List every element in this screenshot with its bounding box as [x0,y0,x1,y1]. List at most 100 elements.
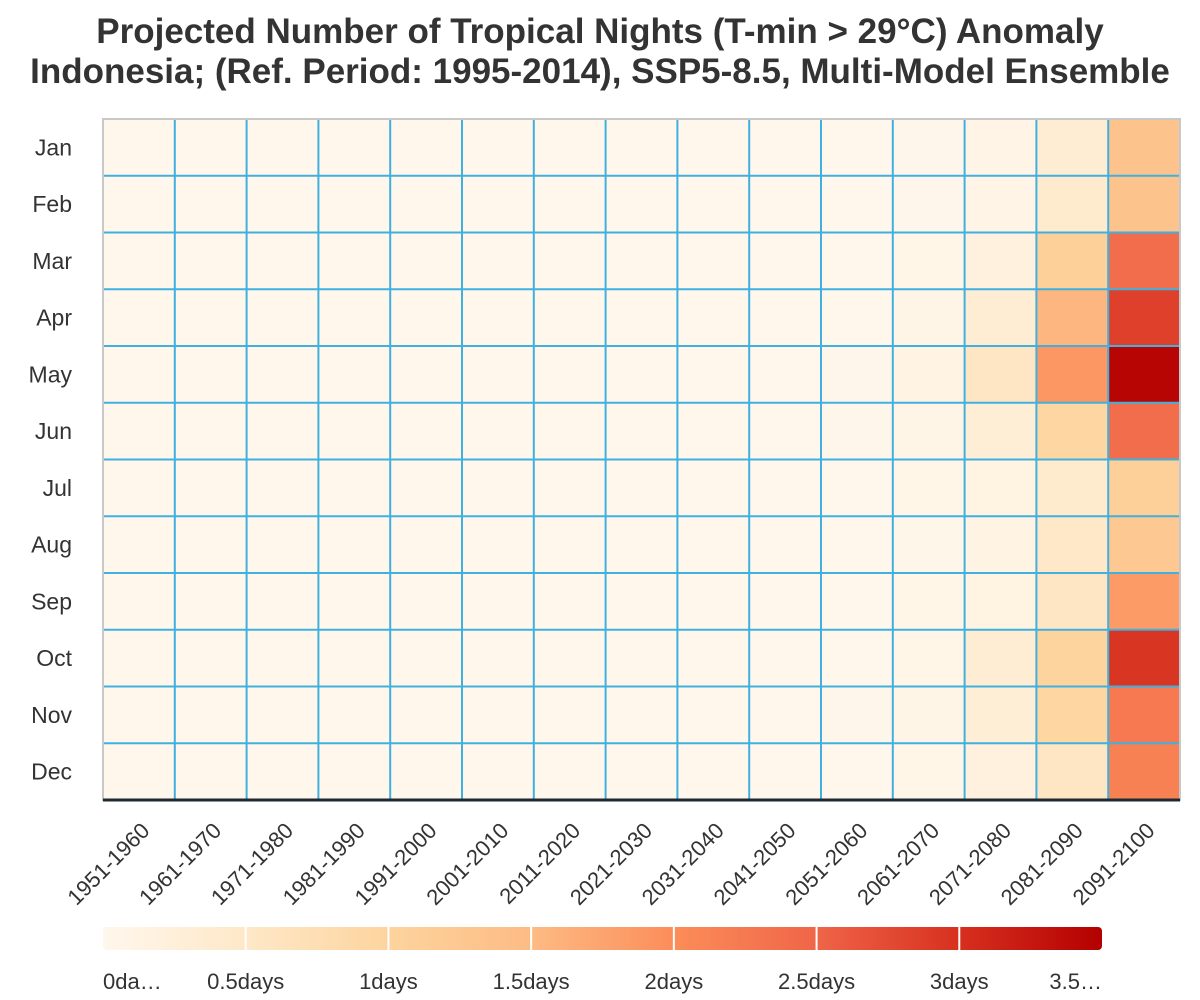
heatmap-cell [892,743,966,801]
heatmap-cell [964,629,1037,687]
heatmap-cell [533,232,607,290]
colorbar-tick-label: 0.5days [207,969,284,994]
heatmap-cell [318,573,391,631]
heatmap-cell [318,743,391,801]
heatmap-cell [892,289,966,347]
heatmap-cell [1036,743,1109,801]
heatmap-cell [174,402,248,460]
heatmap-cell [677,346,750,404]
heatmap-cell [821,743,894,801]
heatmap-cell [749,175,822,233]
heatmap-cell [533,629,607,687]
heatmap-cell [533,175,607,233]
heatmap-cell [892,232,966,290]
heatmap-cell [892,573,966,631]
y-tick-label: Oct [36,645,72,671]
heatmap-cell [605,346,678,404]
y-tick-label: Dec [31,759,72,785]
heatmap-cell [246,175,319,233]
heatmap-cell [318,232,391,290]
heatmap-cell [462,175,535,233]
colorbar-gradient [103,927,1102,950]
heatmap-cell [677,119,750,177]
heatmap-cell [1108,289,1181,347]
heatmap-cell [821,289,894,347]
heatmap-cell [246,516,319,574]
heatmap-cell [533,289,607,347]
heatmap-cell [821,175,894,233]
heatmap-cell [390,516,463,574]
heatmap-cell [103,573,176,631]
heatmap-cell [246,289,319,347]
heatmap-grid [102,118,1181,802]
heatmap-cell [462,459,535,517]
heatmap-cell [390,743,463,801]
heatmap-cell [533,573,607,631]
heatmap-cell [390,402,463,460]
heatmap-cell [677,175,750,233]
heatmap-cell [964,516,1037,574]
heatmap-cell [390,232,463,290]
heatmap-cell [964,175,1037,233]
heatmap-cell [533,346,607,404]
heatmap-cell [103,119,176,177]
heatmap-cell [462,119,535,177]
heatmap-cell [749,573,822,631]
heatmap-cell [964,459,1037,517]
heatmap-cell [1108,402,1181,460]
heatmap-cell [174,175,248,233]
heatmap-cell [749,232,822,290]
heatmap-cell [390,573,463,631]
heatmap-cells [103,119,1181,801]
heatmap-cell [1108,119,1181,177]
heatmap-cell [462,573,535,631]
heatmap-cell [533,402,607,460]
heatmap-cell [605,516,678,574]
heatmap-cell [246,119,319,177]
heatmap-cell [1108,346,1181,404]
heatmap-cell [1036,629,1109,687]
heatmap-cell [1036,573,1109,631]
heatmap-cell [964,346,1037,404]
heatmap-cell [1108,629,1181,687]
heatmap-cell [605,459,678,517]
heatmap-cell [605,402,678,460]
heatmap-cell [246,346,319,404]
heatmap-cell [677,573,750,631]
heatmap-cell [677,459,750,517]
heatmap-cell [821,119,894,177]
heatmap-cell [390,686,463,744]
heatmap-cell [174,743,248,801]
heatmap-cell [318,402,391,460]
heatmap-cell [390,175,463,233]
heatmap-cell [1108,459,1181,517]
colorbar: 0da… 0.5days 1days 1.5days 2days 2.5days 3days… [103,927,1102,994]
heatmap-cell [174,232,248,290]
y-tick-label: Jan [35,134,72,160]
heatmap-cell [318,516,391,574]
heatmap-cell [1108,743,1181,801]
y-tick-label: Mar [32,248,72,274]
heatmap-cell [964,289,1037,347]
heatmap-cell [1108,573,1181,631]
heatmap-cell [1036,346,1109,404]
heatmap-cell [246,743,319,801]
heatmap-cell [103,402,176,460]
heatmap-cell [246,686,319,744]
heatmap-cell [462,289,535,347]
heatmap-cell [318,175,391,233]
heatmap-cell [246,573,319,631]
heatmap-cell [1036,232,1109,290]
heatmap-cell [605,232,678,290]
heatmap-cell [749,516,822,574]
heatmap-cell [533,516,607,574]
heatmap-cell [174,629,248,687]
heatmap-cell [605,743,678,801]
heatmap-cell [821,629,894,687]
heatmap-cell [892,119,966,177]
heatmap-cell [677,402,750,460]
heatmap-cell [677,686,750,744]
colorbar-tick-label: 2days [644,969,703,994]
heatmap-cell [1108,516,1181,574]
